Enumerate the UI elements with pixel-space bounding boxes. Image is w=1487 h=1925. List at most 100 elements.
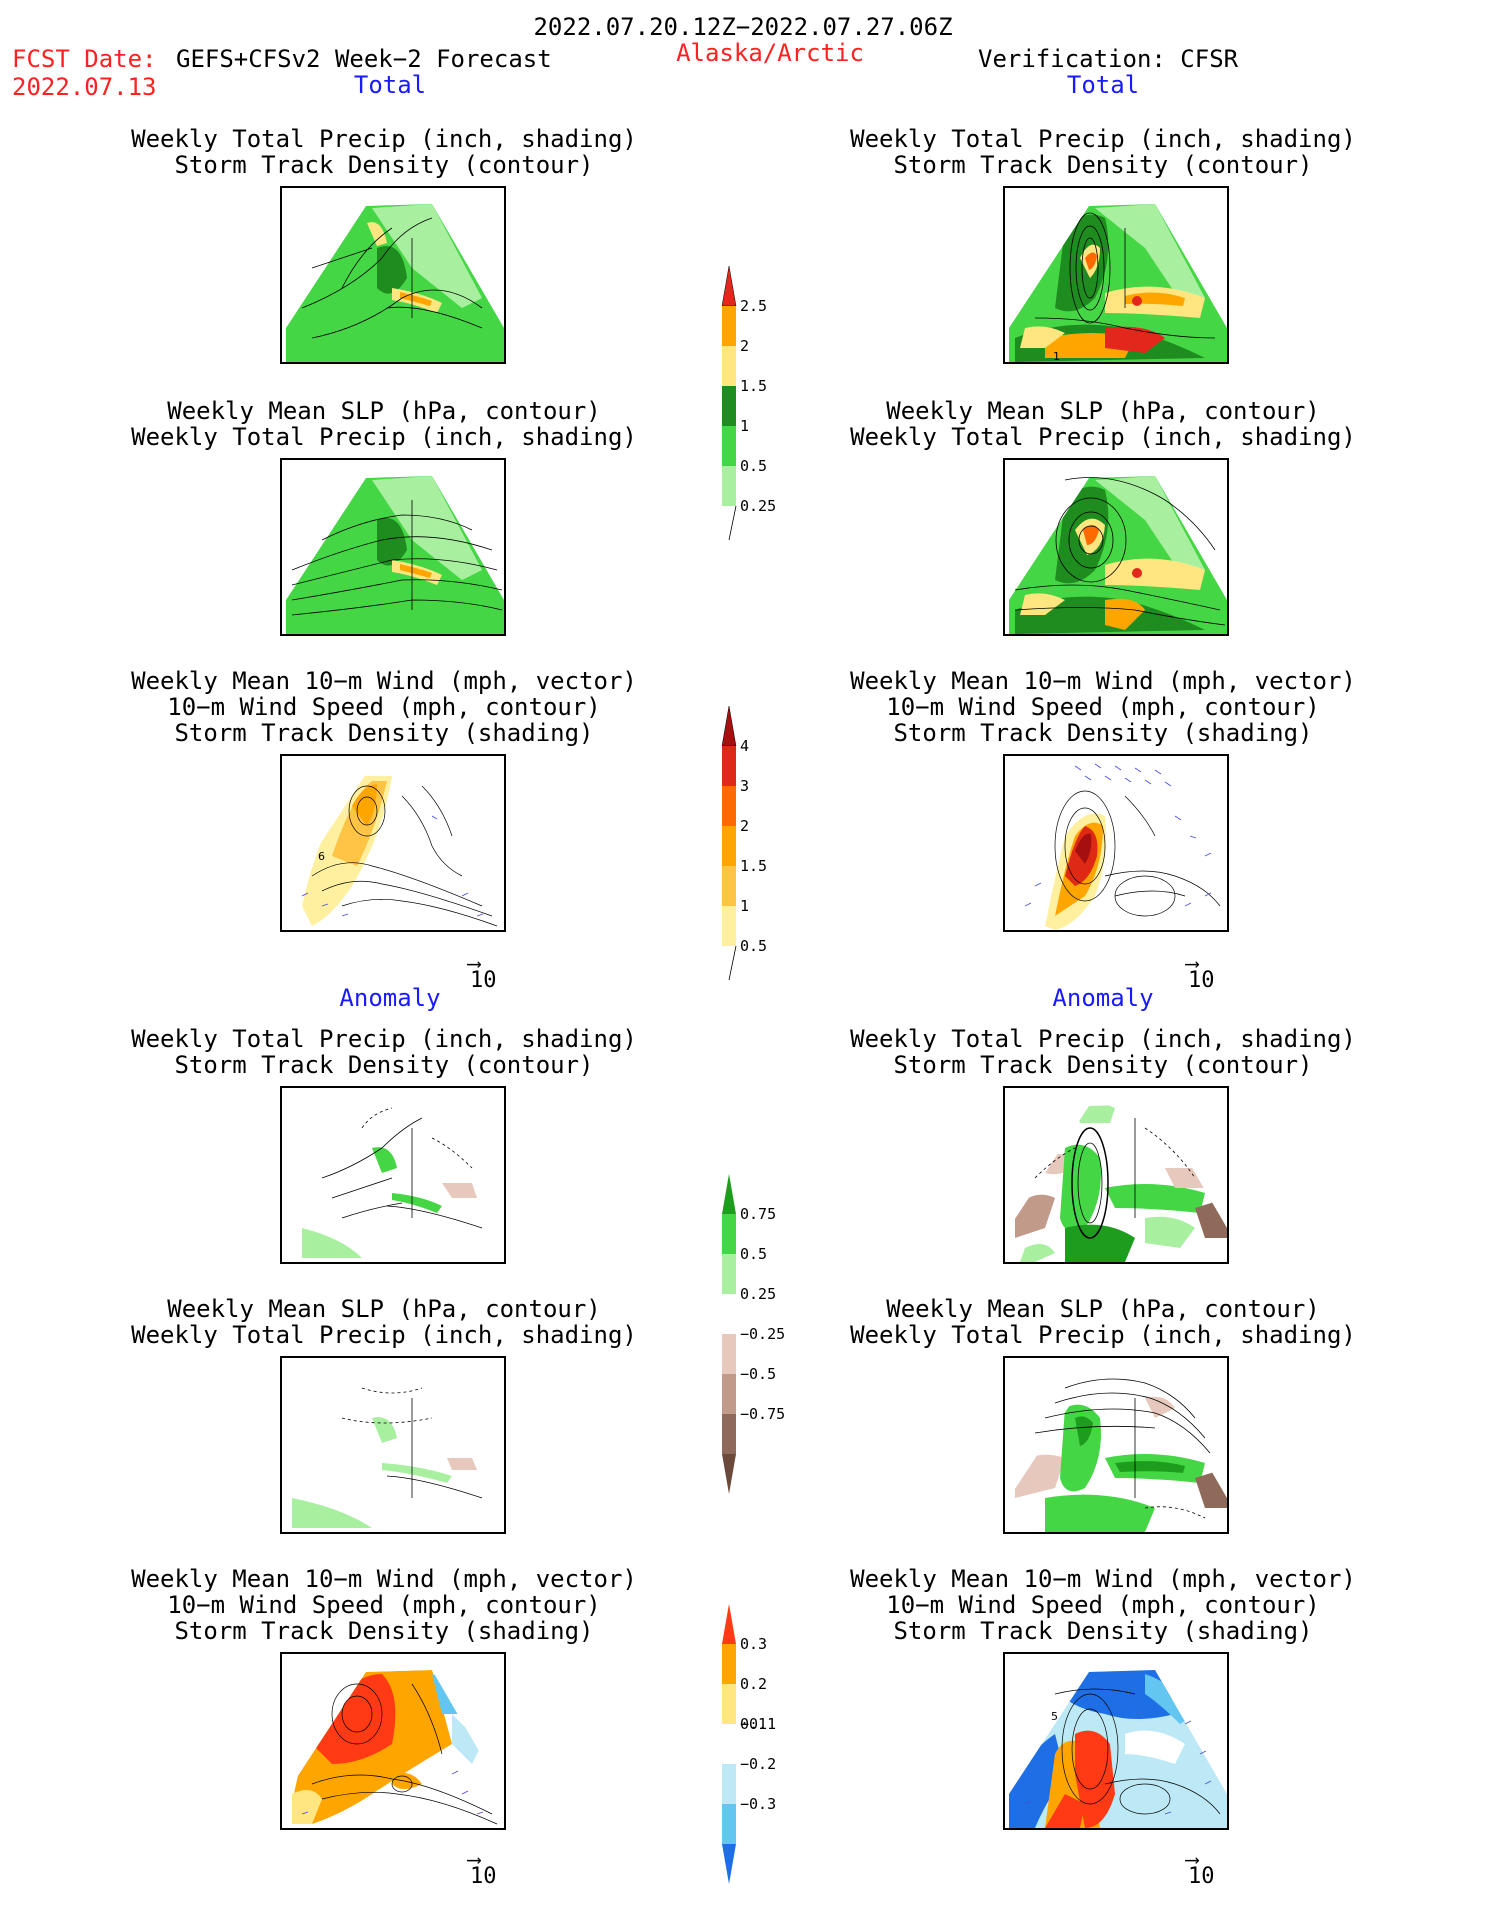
colorbar-segment bbox=[722, 906, 736, 946]
colorbar-segment bbox=[722, 1214, 736, 1254]
vector-ref-arrow-icon: ⟶ bbox=[468, 1847, 481, 1871]
colorbar-tick-label: −0.3 bbox=[740, 1795, 777, 1813]
panel-title-fcst-total-wind: Weekly Mean 10−m Wind (mph, vector) 10−m … bbox=[131, 667, 637, 747]
colorbar-tick-label: 0.1 bbox=[740, 1715, 768, 1733]
colorbar-tick-label: 0.25 bbox=[740, 1285, 777, 1303]
colorbar-bottom-triangle bbox=[722, 1454, 736, 1494]
colorbar-segment bbox=[722, 826, 736, 866]
map-fcst-total-wind: 6 bbox=[280, 754, 506, 932]
colorbar-tick-label: 3 bbox=[740, 777, 750, 795]
panel-title-verif-total-precip: Weekly Total Precip (inch, shading) Storm… bbox=[850, 125, 1356, 179]
vector-ref-arrow-icon: ⟶ bbox=[468, 951, 481, 975]
colorbar-segment bbox=[722, 466, 736, 506]
colorbar-segment bbox=[722, 866, 736, 906]
panel-title-verif-total-slp: Weekly Mean SLP (hPa, contour) Weekly Tot… bbox=[850, 397, 1356, 451]
panel-title-fcst-anom-wind: Weekly Mean 10−m Wind (mph, vector) 10−m … bbox=[131, 1565, 637, 1645]
map-verif-anom-slp-precip bbox=[1003, 1356, 1229, 1534]
map-fcst-anom-slp-precip bbox=[280, 1356, 506, 1534]
section-anomaly-left: Anomaly bbox=[339, 984, 441, 1012]
map-fcst-total-slp-precip bbox=[280, 458, 506, 636]
verification-label: Verification: CFSR bbox=[978, 45, 1239, 73]
colorbar-tick-label: 0.75 bbox=[740, 1205, 777, 1223]
panel-title-verif-total-wind: Weekly Mean 10−m Wind (mph, vector) 10−m … bbox=[850, 667, 1356, 747]
colorbar-tick-label: 0.2 bbox=[740, 1675, 768, 1693]
vector-ref-fcst-total: ⟶ 10 bbox=[468, 951, 497, 993]
colorbar-segment bbox=[722, 1334, 736, 1374]
vector-ref-verif-anom: ⟶ 10 bbox=[1186, 1847, 1215, 1889]
map-fcst-anom-precip-storm bbox=[280, 1086, 506, 1264]
contour-label: 6 bbox=[318, 850, 325, 863]
panel-title-fcst-total-precip: Weekly Total Precip (inch, shading) Storm… bbox=[131, 125, 637, 179]
panel-title-fcst-anom-precip: Weekly Total Precip (inch, shading) Storm… bbox=[131, 1025, 637, 1079]
colorbar-total-storm: 4 3 2 1.5 1 0.5 bbox=[721, 705, 767, 984]
colorbar-tick-label: 0.5 bbox=[740, 937, 768, 955]
section-total-left: Total bbox=[353, 71, 427, 99]
colorbar-segment bbox=[722, 1294, 736, 1334]
map-verif-anom-precip-storm bbox=[1003, 1086, 1229, 1264]
colorbar-top-triangle bbox=[722, 1174, 736, 1214]
colorbar-top-triangle bbox=[722, 1604, 736, 1644]
vector-ref-arrow-icon: ⟶ bbox=[1186, 951, 1199, 975]
colorbar-segment bbox=[722, 426, 736, 466]
vector-ref-fcst-anom: ⟶ 10 bbox=[468, 1847, 497, 1889]
colorbar-segment bbox=[722, 306, 736, 346]
fcst-date-value: 2022.07.13 bbox=[12, 73, 157, 101]
section-anomaly-right: Anomaly bbox=[1052, 984, 1154, 1012]
fcst-model: GEFS+CFSv2 Week−2 Forecast bbox=[176, 45, 552, 73]
map-verif-total-wind bbox=[1003, 754, 1229, 932]
colorbar-tick-label: −0.75 bbox=[740, 1405, 786, 1423]
colorbar-tick-label: 1 bbox=[740, 417, 750, 435]
colorbar-tick-label: 1 bbox=[740, 897, 750, 915]
colorbar-top-triangle bbox=[721, 265, 737, 307]
colorbar-segment bbox=[722, 1764, 736, 1804]
contour-label: 1 bbox=[1053, 350, 1060, 362]
map-verif-anom-wind: 5 bbox=[1003, 1652, 1229, 1830]
colorbar-bottom-tail bbox=[728, 505, 737, 541]
colorbar-tick-label: −0.2 bbox=[740, 1755, 777, 1773]
colorbar-tick-label: 0.3 bbox=[740, 1635, 768, 1653]
contour-label: 5 bbox=[1051, 1710, 1058, 1723]
map-fcst-anom-wind bbox=[280, 1652, 506, 1830]
colorbar-tick-label: −0.25 bbox=[740, 1325, 786, 1343]
colorbar-segment bbox=[722, 1414, 736, 1454]
colorbar-tick-label: 1.5 bbox=[740, 857, 768, 875]
panel-title-verif-anom-wind: Weekly Mean 10−m Wind (mph, vector) 10−m … bbox=[850, 1565, 1356, 1645]
colorbar-tick-label: −0.5 bbox=[740, 1365, 777, 1383]
fcst-date-label: FCST Date: bbox=[12, 45, 157, 73]
map-verif-total-slp-precip bbox=[1003, 458, 1229, 636]
colorbar-tick-label: 0.25 bbox=[740, 497, 777, 515]
colorbar-tick-label: 2.5 bbox=[740, 297, 768, 315]
colorbar-bottom-triangle bbox=[722, 1844, 736, 1884]
colorbar-tick-label: 4 bbox=[740, 737, 750, 755]
colorbar-segment bbox=[722, 1374, 736, 1414]
colorbar-segment bbox=[722, 1724, 736, 1764]
vector-ref-verif-total: ⟶ 10 bbox=[1186, 951, 1215, 993]
colorbar-segment bbox=[722, 1254, 736, 1294]
colorbar-tick-label: 2 bbox=[740, 337, 750, 355]
colorbar-anom-storm: 0.3 0.2 0.1 −0.1 −0.2 −0.3 bbox=[722, 1604, 776, 1888]
colorbar-tick-label: 0.5 bbox=[740, 457, 768, 475]
panel-title-verif-anom-slp: Weekly Mean SLP (hPa, contour) Weekly Tot… bbox=[850, 1295, 1356, 1349]
vector-ref-arrow-icon: ⟶ bbox=[1186, 1847, 1199, 1871]
colorbar-segment bbox=[722, 746, 736, 786]
colorbar-top-triangle bbox=[721, 705, 737, 747]
region-label: Alaska/Arctic bbox=[676, 39, 864, 67]
colorbar-segment bbox=[722, 1644, 736, 1684]
date-range-title: 2022.07.20.12Z−2022.07.27.06Z bbox=[533, 13, 953, 41]
colorbar-segment bbox=[722, 1684, 736, 1724]
colorbar-total-precip: 2.5 2 1.5 1 0.5 0.25 bbox=[721, 265, 776, 544]
panel-title-verif-anom-precip: Weekly Total Precip (inch, shading) Storm… bbox=[850, 1025, 1356, 1079]
colorbar-bottom-tail bbox=[728, 945, 737, 981]
colorbar-tick-label: −0.1 bbox=[740, 1715, 777, 1733]
colorbar-segment bbox=[722, 386, 736, 426]
colorbar-tick-label: 0.5 bbox=[740, 1245, 768, 1263]
colorbar-tick-label: 2 bbox=[740, 817, 750, 835]
map-fcst-total-precip-storm bbox=[280, 186, 506, 364]
panel-title-fcst-anom-slp: Weekly Mean SLP (hPa, contour) Weekly Tot… bbox=[131, 1295, 637, 1349]
colorbar-segment bbox=[722, 1804, 736, 1844]
map-verif-total-precip-storm: 1 bbox=[1003, 186, 1229, 364]
colorbar-tick-label: 1.5 bbox=[740, 377, 768, 395]
colorbar-segment bbox=[722, 786, 736, 826]
colorbar-segment bbox=[722, 346, 736, 386]
colorbar-anom-precip: 0.75 0.5 0.25 −0.25 −0.5 −0.75 bbox=[722, 1174, 785, 1498]
